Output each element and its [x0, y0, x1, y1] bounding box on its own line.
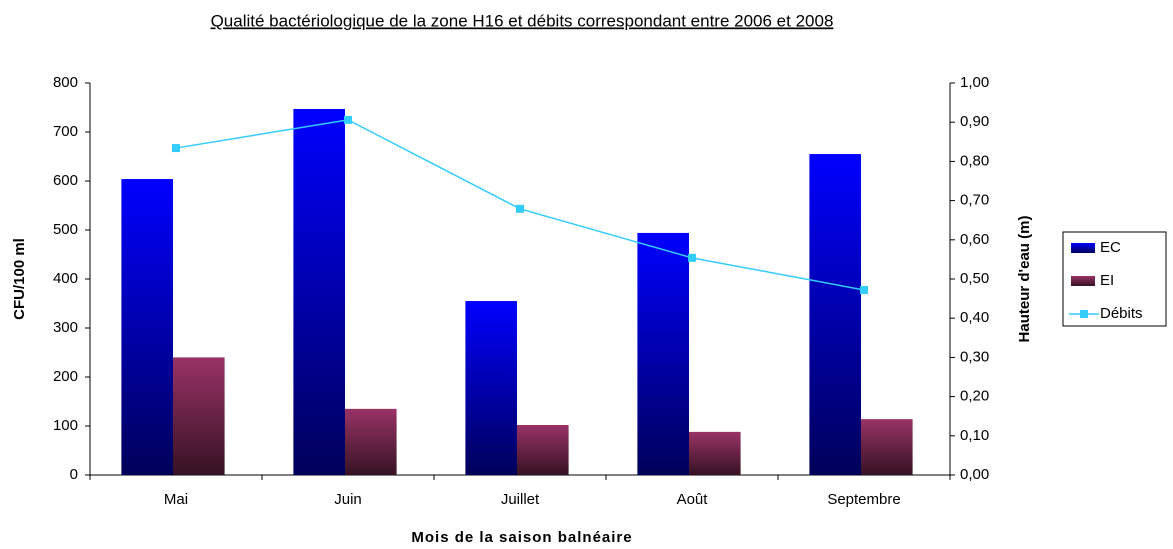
- y2-tick-label: 0,50: [960, 270, 989, 287]
- y-tick-label: 100: [53, 417, 78, 434]
- legend-label: Débits: [1100, 305, 1143, 322]
- bar: [465, 301, 517, 475]
- chart-title: Qualité bactériologique de la zone H16 e…: [211, 11, 834, 30]
- legend-swatch: [1071, 276, 1095, 286]
- legend-label: EI: [1100, 272, 1114, 289]
- y2-tick-label: 0,20: [960, 388, 989, 405]
- y2-tick-label: 0,10: [960, 427, 989, 444]
- x-tick-label: Août: [677, 491, 709, 508]
- x-tick-label: Mai: [164, 491, 188, 508]
- x-axis-title: Mois de la saison balnéaire: [411, 529, 632, 546]
- legend-label: EC: [1100, 239, 1121, 256]
- bar: [121, 179, 173, 476]
- line-marker: [344, 115, 352, 124]
- y2-tick-label: 0,60: [960, 231, 989, 248]
- y2-tick-label: 0,30: [960, 348, 989, 365]
- y2-tick-label: 0,70: [960, 192, 989, 209]
- bar: [517, 425, 569, 475]
- legend-swatch: [1071, 243, 1095, 253]
- y2-tick-label: 0,40: [960, 309, 989, 326]
- bar: [637, 232, 689, 475]
- y-tick-label: 300: [53, 319, 78, 336]
- bar: [293, 108, 345, 475]
- y2-tick-label: 0,00: [960, 466, 989, 483]
- x-tick-label: Juin: [334, 491, 362, 508]
- y2-tick-label: 0,80: [960, 152, 989, 169]
- y2-axis-title: Hauteur d'eau (m): [1016, 216, 1033, 343]
- y-tick-label: 0: [70, 466, 78, 483]
- bar: [861, 419, 913, 475]
- y-tick-label: 200: [53, 368, 78, 385]
- legend-marker: [1080, 310, 1088, 318]
- y-tick-label: 500: [53, 221, 78, 238]
- bar: [345, 408, 397, 475]
- y2-tick-label: 1,00: [960, 74, 989, 91]
- y2-tick-label: 0,90: [960, 113, 989, 130]
- y-tick-label: 600: [53, 172, 78, 189]
- bar: [809, 154, 861, 476]
- line-marker: [172, 144, 180, 153]
- y-tick-label: 700: [53, 123, 78, 140]
- y-tick-label: 800: [53, 74, 78, 91]
- bar: [173, 357, 225, 475]
- x-tick-label: Juillet: [501, 491, 540, 508]
- line-marker: [688, 253, 696, 262]
- bar: [689, 431, 741, 475]
- y-tick-label: 400: [53, 270, 78, 287]
- x-tick-label: Septembre: [827, 491, 900, 508]
- line-marker: [516, 204, 524, 213]
- line-marker: [860, 285, 868, 294]
- y-axis-title: CFU/100 ml: [11, 238, 28, 320]
